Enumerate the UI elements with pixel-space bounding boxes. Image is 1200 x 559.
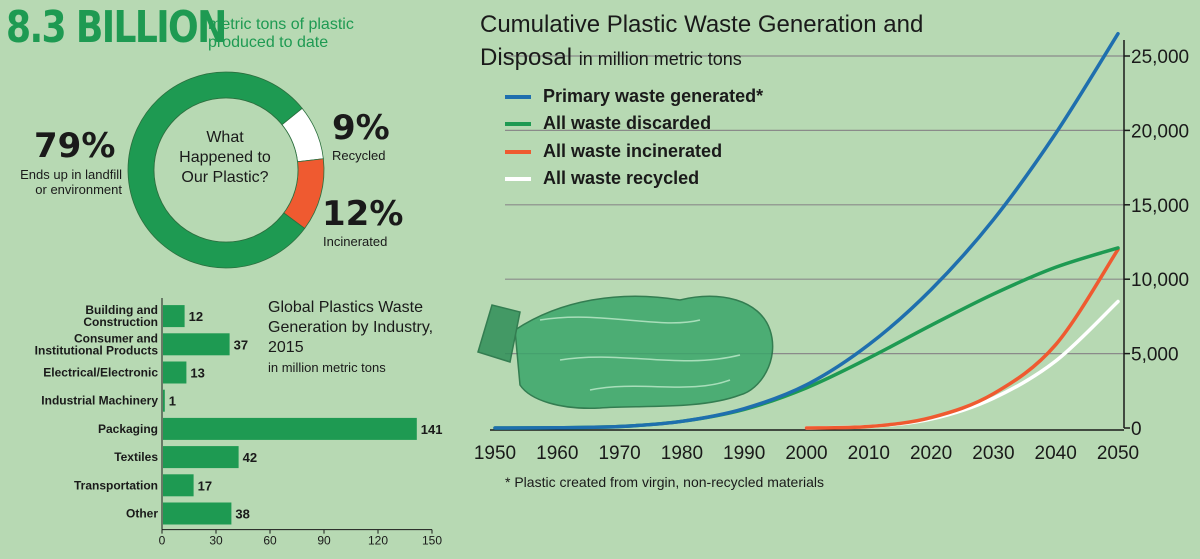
bar-category-label: Building and [85, 303, 158, 317]
legend-swatch [505, 150, 531, 154]
bar-chart-title-text: Global Plastics Waste Generation by Indu… [268, 299, 434, 356]
legend-label: All waste discarded [543, 113, 712, 133]
bar-value-label: 37 [234, 337, 248, 352]
bar-category-label: Packaging [98, 422, 158, 436]
legend-label: Primary waste generated* [543, 86, 764, 106]
line-y-tick-label: 5,000 [1131, 345, 1179, 366]
bar-x-tick-label: 120 [368, 534, 388, 548]
headline-subtitle: metric tons of plastic produced to date [208, 16, 354, 51]
line-y-tick-label: 20,000 [1131, 121, 1189, 142]
bar-category-label: Construction [83, 315, 158, 329]
bar-x-tick-label: 30 [209, 534, 223, 548]
line-x-tick-label: 1960 [536, 443, 578, 464]
line-y-tick-label: 0 [1131, 419, 1142, 440]
donut-chart [127, 71, 325, 269]
bar-x-tick-label: 150 [422, 534, 442, 548]
incinerated-label: Incinerated [323, 234, 388, 249]
bottle-highlight [539, 316, 741, 391]
line-chart-unit: in million metric tons [578, 49, 742, 69]
bar [163, 474, 194, 497]
bar-value-label: 42 [243, 450, 257, 465]
bar [163, 333, 230, 356]
line-y-tick-label: 15,000 [1131, 196, 1189, 217]
bar-category-label: Other [126, 507, 158, 521]
bar-category-label: Consumer and [74, 331, 158, 345]
bottle-cap [477, 304, 521, 363]
bar-category-label: Transportation [74, 478, 158, 492]
line-chart-title: Cumulative Plastic Waste Generation and … [480, 8, 1000, 76]
bar-x-tick-label: 90 [317, 534, 331, 548]
legend-swatch [505, 122, 531, 126]
line-x-tick-label: 2050 [1097, 443, 1139, 464]
recycled-label: Recycled [332, 148, 386, 163]
bar [163, 417, 417, 440]
bar-value-label: 38 [235, 507, 249, 522]
line-x-tick-label: 1980 [661, 443, 703, 464]
line-x-tick-label: 2030 [972, 443, 1014, 464]
legend-label: All waste recycled [543, 168, 700, 188]
bar [163, 361, 187, 384]
landfill-label: Ends up in landfill or environment [20, 167, 122, 197]
bottle-body [514, 295, 774, 409]
bar-category-label: Electrical/Electronic [43, 366, 158, 380]
series-line [804, 247, 1120, 430]
bar [163, 389, 165, 412]
line-x-tick-label: 1970 [598, 443, 640, 464]
footnote: * Plastic created from virgin, non-recyc… [505, 474, 825, 490]
bar [163, 502, 232, 525]
bar [163, 305, 185, 328]
headline-number: 8.3 BILLION [6, 2, 227, 53]
bar-value-label: 17 [198, 478, 212, 493]
bar-category-label: Institutional Products [35, 343, 159, 357]
bar-chart-unit: in million metric tons [268, 360, 386, 375]
legend-swatch [505, 95, 531, 99]
bar-category-label: Textiles [114, 450, 158, 464]
bar-x-tick-label: 0 [159, 534, 166, 548]
legend-label: All waste incinerated [543, 141, 723, 161]
bar-x-tick-label: 60 [263, 534, 277, 548]
donut-hole [153, 97, 299, 243]
bottle-illustration [477, 295, 774, 409]
bar-value-label: 141 [421, 422, 443, 437]
recycled-percent: 9% [332, 108, 390, 148]
series-line [493, 31, 1120, 430]
line-x-tick-label: 2020 [910, 443, 952, 464]
headline: 8.3 BILLION metric tons of plastic produ… [6, 2, 446, 62]
bar-chart-title: Global Plastics Waste Generation by Indu… [268, 298, 448, 378]
landfill-percent: 79% [34, 126, 116, 166]
donut-center-text: What Happened to Our Plastic? [179, 129, 271, 186]
line-x-tick-label: 2010 [848, 443, 890, 464]
bar [163, 446, 239, 469]
line-x-tick-label: 1990 [723, 443, 765, 464]
line-x-tick-label: 2040 [1035, 443, 1077, 464]
line-y-tick-label: 25,000 [1131, 47, 1189, 68]
bar-value-label: 12 [189, 309, 203, 324]
line-x-tick-label: 1950 [474, 443, 516, 464]
bar-value-label: 13 [190, 366, 204, 381]
line-x-tick-label: 2000 [785, 443, 827, 464]
incinerated-percent: 12% [322, 194, 404, 234]
line-y-tick-label: 10,000 [1131, 270, 1189, 291]
line-chart-title-text: Cumulative Plastic Waste Generation and … [480, 11, 924, 71]
bar-value-label: 1 [169, 394, 176, 409]
bar-category-label: Industrial Machinery [41, 394, 158, 408]
legend-swatch [505, 177, 531, 181]
